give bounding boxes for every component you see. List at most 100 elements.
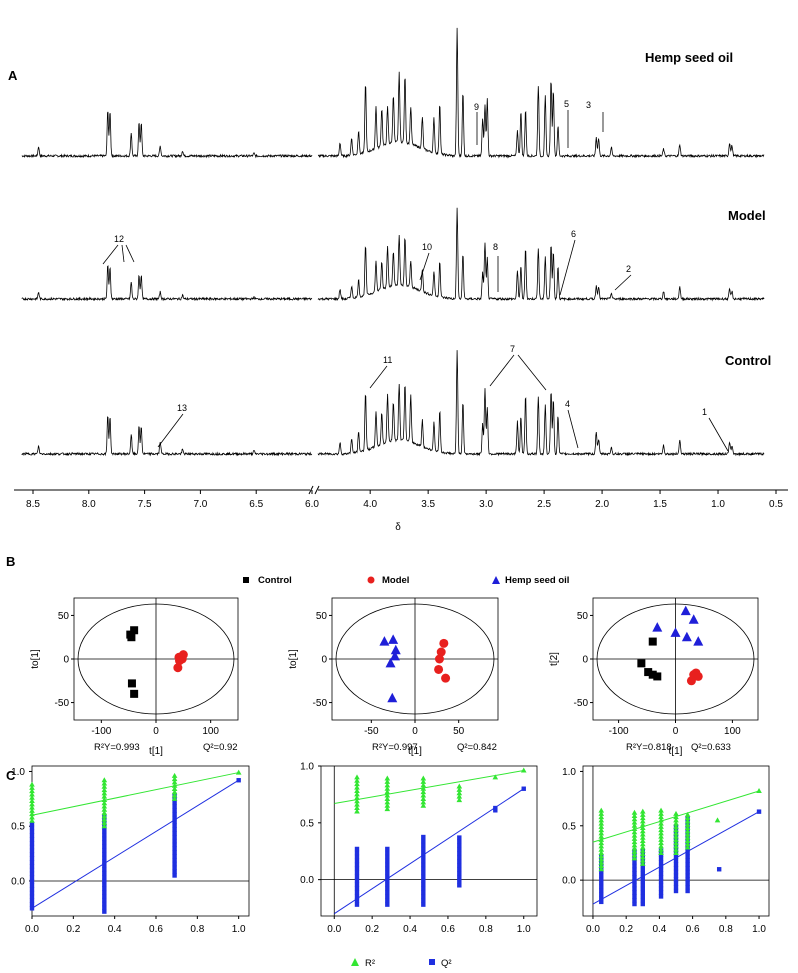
r2-point [384,799,391,805]
nmr-x-tick-label: 8.0 [82,499,96,510]
score-point-hemp [379,636,390,646]
nmr-x-tick-label: 2.5 [537,499,551,510]
legend-b-control-label: Control [258,575,292,586]
q2-point [640,867,645,873]
score-point-control [130,689,139,698]
q2-point [29,844,35,850]
q2-point [716,867,722,872]
q2-point [457,871,462,876]
permutation-x-tick-label: 1.0 [752,924,766,935]
score-x-tick-label: 50 [453,726,465,737]
peak-label: 6 [571,229,576,239]
legend-c-r2-marker [351,958,359,966]
q2-point [385,902,390,907]
q2-point [354,854,360,860]
q2-point [354,894,360,899]
r2-point [354,794,360,800]
r2-point [684,834,691,840]
q2-point [102,894,107,899]
q2-point [385,890,390,895]
r2-point [684,815,691,821]
legend-b-model-marker [367,576,375,584]
stat-r2y: R²Y=0.993 [94,742,140,753]
q2-point [354,850,360,856]
r2-point [598,849,605,855]
q2-point [421,854,426,860]
q2-point [673,884,679,890]
q2-point [172,873,177,878]
q2-point [599,888,604,893]
q2-point [421,902,426,907]
r2-point [171,776,178,782]
q2-point [421,878,426,883]
peak-pointer [559,239,576,296]
panel-b-score-plots: B Control Model Hemp seed oil -100 0 100 50… [6,554,759,757]
r2-point [658,833,664,839]
score-point-hemp [389,650,400,661]
q2-point [354,890,360,895]
q2-point [29,837,35,842]
q2-point [673,881,679,886]
q2-point [354,866,360,872]
q2-point [457,867,462,872]
q2-point [640,879,645,884]
q2-point [640,901,645,907]
q2-point [685,865,690,871]
q2-point [632,867,637,873]
q2-point [29,906,35,911]
permutation-x-tick-label: 0.6 [441,924,455,935]
permutation-y-tick-label: 0.0 [11,876,25,887]
r2-point [520,767,527,773]
r2-point [29,781,35,787]
r2-point [598,810,605,816]
score-point-control [637,659,646,668]
permutation-x-tick-label: 0.8 [479,924,493,935]
q2-point [685,854,690,859]
peak-label: 12 [114,234,124,244]
r2-point [354,784,360,790]
nmr-x-tick-label: 3.5 [421,499,435,510]
score-point-hemp [652,622,663,632]
peak-label: 3 [586,100,591,110]
q2-point [658,879,664,884]
peak-pointer [125,244,135,263]
q2-point [102,867,107,872]
series-label-control: Control [725,353,771,368]
q2-point [29,829,35,834]
q2-point [685,858,690,863]
r2-point [171,782,178,788]
score-y-tick-label: 0 [582,655,588,666]
q2-point [673,877,679,882]
r2-point [639,838,646,843]
r2-point [171,772,178,778]
q2-point [385,846,390,852]
q2-point [658,890,664,895]
q2-point [102,901,107,907]
r2-point [673,843,679,849]
q2-point [599,899,604,905]
legend-c: R² Q² [351,958,452,969]
legend-b-hemp-label: Hemp seed oil [505,575,569,586]
peak-pointer [419,252,430,281]
q2-point [29,879,35,884]
r2-point [456,790,463,796]
score-point-hemp [385,657,396,668]
r2-point [492,774,499,780]
r2-point [631,855,638,861]
r2-point [631,829,638,835]
r2-point [673,814,679,820]
r2-point [384,789,391,795]
q2-point [102,855,107,861]
r2-point [101,819,108,825]
r2-point [101,813,108,819]
r2-point [29,798,35,804]
q2-point [385,850,390,856]
r2-point [598,807,605,813]
q2-point [673,854,679,859]
r2-point [684,821,691,827]
q2-point [640,875,645,880]
q2-point [385,882,390,887]
peak-pointer [489,354,515,387]
r2-point [639,811,646,817]
